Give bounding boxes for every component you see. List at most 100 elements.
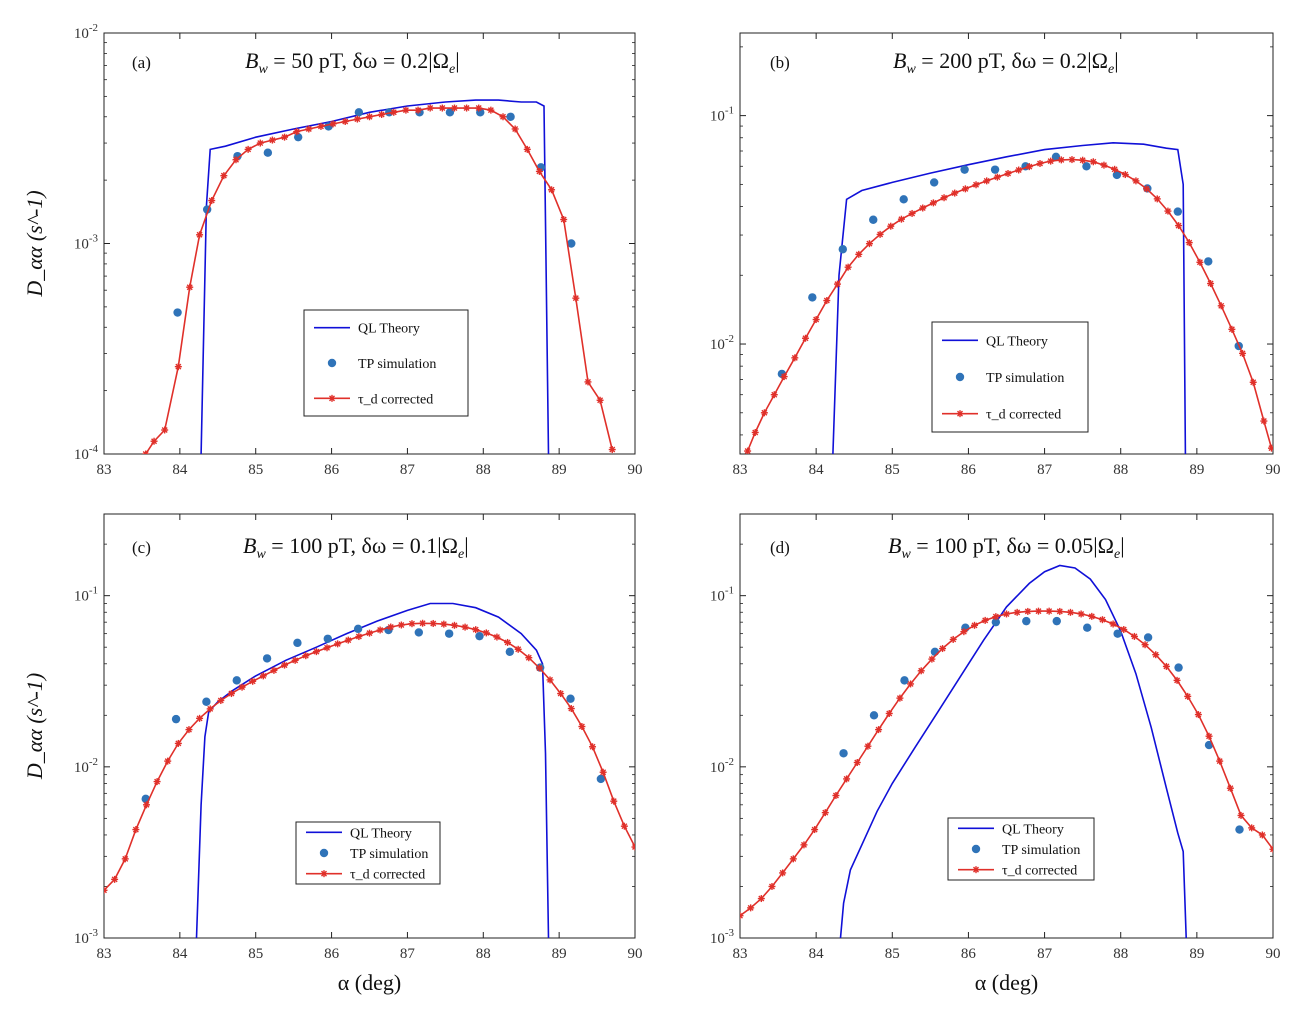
data-marker [334, 640, 342, 648]
data-marker [770, 391, 778, 399]
data-point [960, 165, 969, 174]
data-point [505, 647, 515, 656]
data-marker [1013, 608, 1021, 616]
data-marker [514, 645, 522, 653]
data-marker [940, 194, 948, 202]
data-marker [865, 240, 873, 248]
data-marker [584, 378, 592, 386]
panel-title: Bw = 100 pT, δω = 0.1|Ωe| [243, 533, 469, 562]
y-tick-label: 10-1 [74, 585, 98, 605]
data-marker [1173, 676, 1181, 684]
data-marker [929, 199, 937, 207]
data-marker [344, 636, 352, 644]
data-marker [482, 629, 490, 637]
data-marker [511, 125, 519, 133]
legend-label: TP simulation [986, 371, 1064, 386]
x-tick-label: 89 [1189, 462, 1204, 478]
data-point [839, 749, 848, 758]
data-marker [1120, 626, 1128, 634]
x-tick-label: 89 [552, 462, 567, 478]
data-marker [917, 667, 925, 675]
legend-marker [972, 866, 980, 874]
data-point [567, 239, 576, 248]
data-marker [960, 628, 968, 636]
legend-dot [955, 372, 965, 382]
data-marker [153, 778, 161, 786]
data-marker [1164, 207, 1172, 215]
y-tick-label: 10-2 [710, 333, 734, 353]
legend-label: TP simulation [358, 357, 436, 372]
data-marker [1036, 160, 1044, 168]
data-marker [1098, 616, 1106, 624]
data-marker [440, 620, 448, 628]
data-marker [1130, 632, 1138, 640]
x-tick-label: 88 [1113, 462, 1128, 478]
data-marker [993, 173, 1001, 181]
x-tick-label: 85 [248, 946, 263, 962]
x-tick-label: 83 [97, 946, 112, 962]
data-point [171, 714, 181, 724]
data-marker [270, 666, 278, 674]
legend-label: TP simulation [1002, 843, 1080, 858]
x-tick-label: 88 [476, 462, 491, 478]
data-point [1204, 257, 1213, 266]
series-line-0 [195, 602, 550, 938]
y-tick-label: 10-3 [74, 927, 99, 947]
data-marker [951, 189, 959, 197]
axes-frame [739, 32, 1274, 455]
panel-label: (b) [770, 53, 790, 72]
data-marker [631, 843, 635, 851]
data-marker [186, 283, 194, 291]
data-marker [744, 447, 752, 454]
data-marker [578, 723, 586, 731]
data-marker [1217, 302, 1225, 310]
data-marker [1269, 845, 1273, 853]
data-marker [475, 104, 483, 112]
data-marker [281, 133, 289, 141]
data-marker [341, 117, 349, 125]
data-marker [1162, 662, 1170, 670]
data-marker [164, 757, 172, 765]
y-axis-label: D_αα (s^-1) [22, 673, 47, 780]
data-marker [791, 354, 799, 362]
data-marker [907, 680, 915, 688]
data-marker [757, 895, 765, 903]
y-axis-label: D_αα (s^-1) [22, 190, 47, 297]
data-marker [132, 826, 140, 834]
data-marker [281, 661, 289, 669]
data-point [1143, 633, 1153, 642]
data-point [991, 617, 1001, 627]
x-tick-label: 90 [628, 946, 643, 962]
series-line-2 [145, 107, 613, 454]
data-marker [887, 222, 895, 230]
data-point [506, 112, 515, 121]
data-point [1113, 629, 1122, 638]
data-marker [1034, 607, 1042, 615]
plot-area [142, 99, 616, 454]
x-tick-label: 84 [172, 462, 188, 478]
data-point [838, 245, 847, 254]
data-marker [1207, 280, 1215, 288]
y-tick-label: 10-2 [74, 22, 98, 42]
data-marker [504, 638, 512, 646]
data-point [353, 624, 363, 634]
data-marker [390, 108, 398, 116]
data-marker [150, 437, 158, 445]
data-marker [1047, 157, 1055, 165]
data-marker [208, 197, 216, 205]
data-marker [949, 635, 957, 643]
data-marker [1258, 831, 1266, 839]
data-marker [1153, 195, 1161, 203]
axes-frame [739, 513, 1274, 939]
data-marker [919, 204, 927, 212]
data-marker [535, 664, 543, 672]
data-marker [843, 775, 851, 783]
data-point [232, 676, 241, 685]
data-marker [323, 644, 331, 652]
x-tick-label: 90 [1266, 462, 1281, 478]
data-marker [928, 655, 936, 663]
data-marker [620, 822, 628, 830]
x-tick-label: 89 [1189, 946, 1204, 962]
data-marker [174, 363, 182, 371]
